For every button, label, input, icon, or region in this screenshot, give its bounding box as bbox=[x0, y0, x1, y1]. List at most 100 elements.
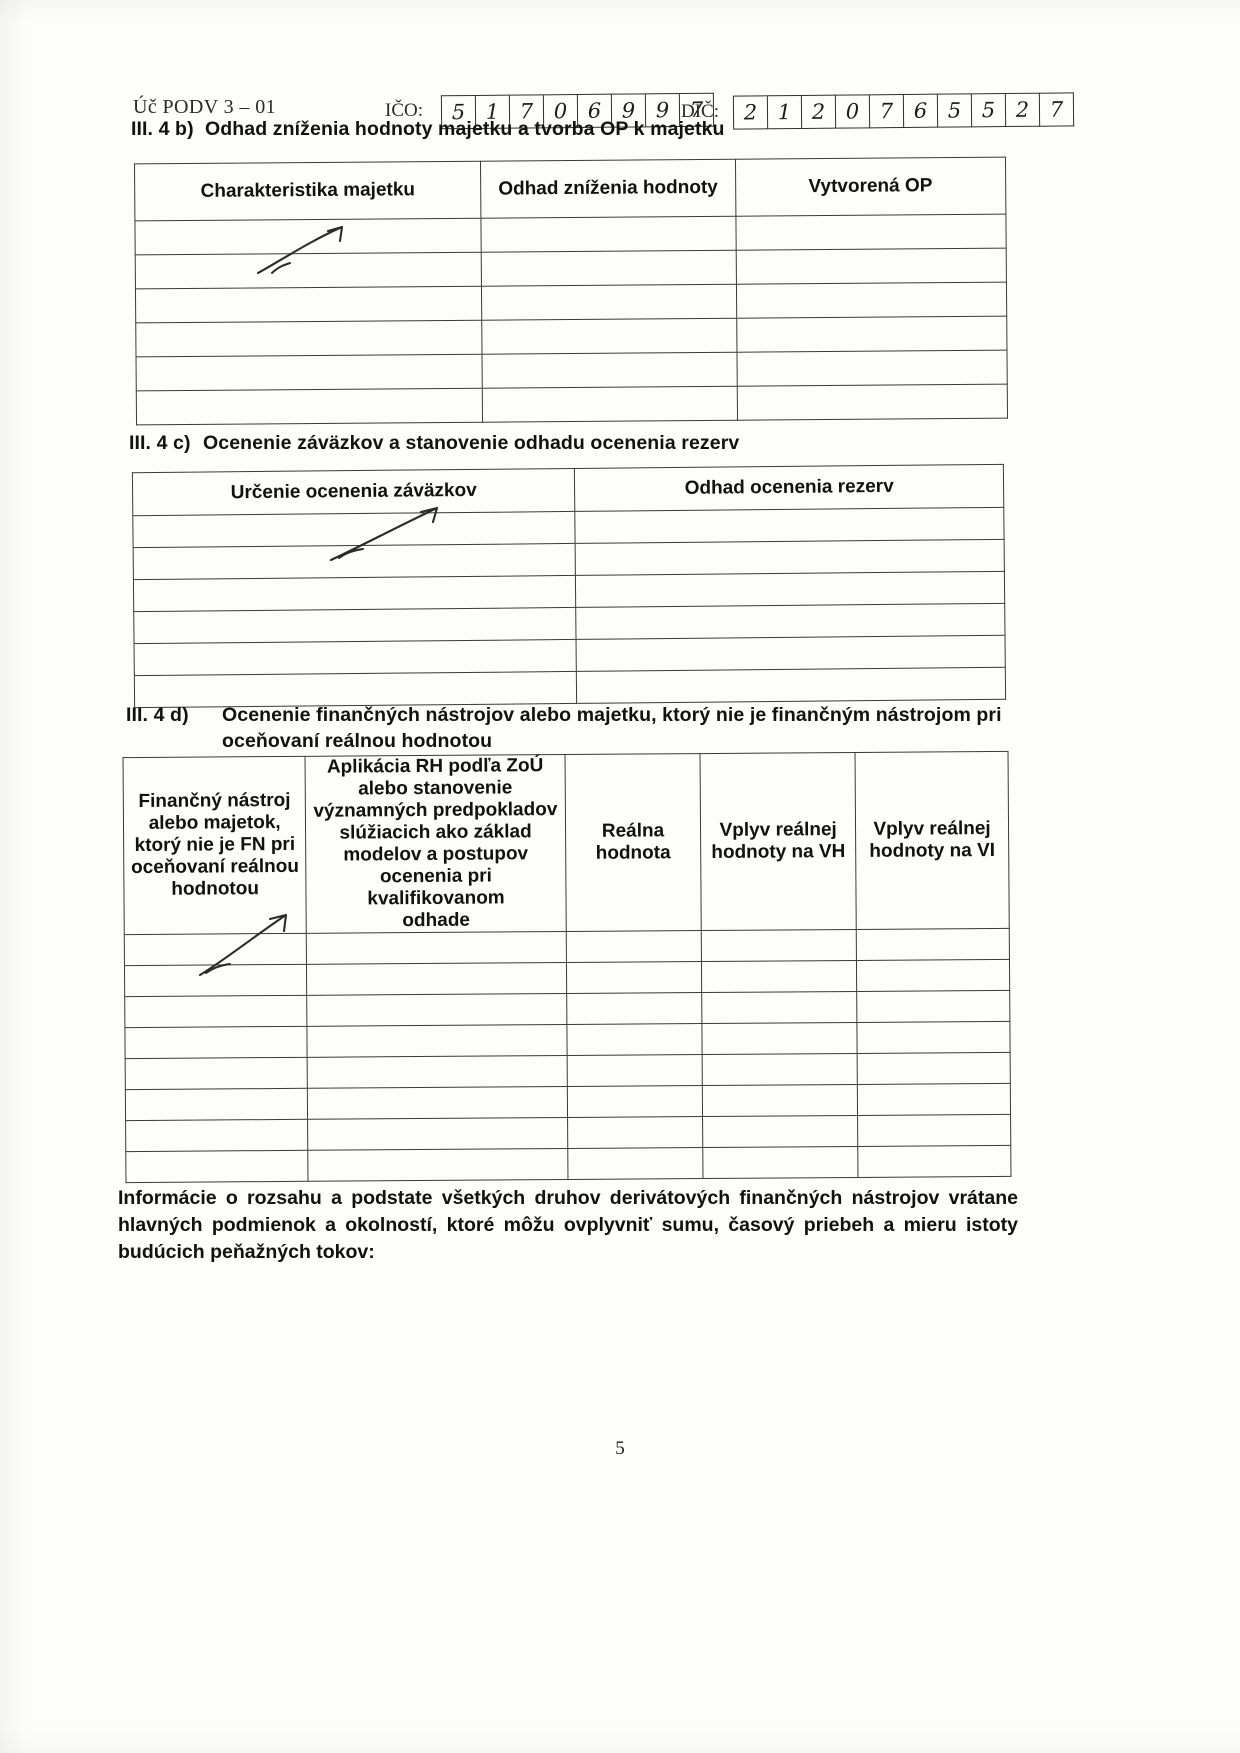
table-d-cell[interactable] bbox=[307, 1024, 567, 1058]
table-d-cell[interactable] bbox=[857, 1083, 1011, 1116]
table-b-cell[interactable] bbox=[736, 282, 1007, 319]
header-lines-col2: Aplikácia RH podľa ZoÚ alebo stanovenie vý… bbox=[313, 755, 558, 932]
table-c-cell[interactable] bbox=[575, 571, 1005, 608]
table-b-cell[interactable] bbox=[135, 286, 482, 323]
table-b-cell[interactable] bbox=[736, 316, 1007, 353]
table-d-cell[interactable] bbox=[306, 962, 567, 996]
table-b-cell[interactable] bbox=[735, 248, 1007, 285]
table-d-cell[interactable] bbox=[856, 990, 1010, 1023]
table-d-cell[interactable] bbox=[566, 1023, 703, 1056]
table-d-cell[interactable] bbox=[856, 1021, 1011, 1054]
table-d-cell[interactable] bbox=[307, 1086, 568, 1120]
table-b-cell[interactable] bbox=[481, 284, 737, 321]
table-d-cell[interactable] bbox=[701, 991, 857, 1024]
table-d-cell[interactable] bbox=[125, 1150, 309, 1183]
table-d-cell[interactable] bbox=[566, 992, 703, 1025]
table-b-cell[interactable] bbox=[482, 352, 737, 389]
header-lines-col3: Reálna hodnota bbox=[595, 820, 671, 864]
table-b-cell[interactable] bbox=[135, 252, 482, 289]
dic-digit-2[interactable]: 1 bbox=[767, 94, 803, 130]
table-d-cell[interactable] bbox=[567, 1116, 704, 1149]
table-c-cell[interactable] bbox=[575, 603, 1005, 640]
table-d-cell[interactable] bbox=[125, 1119, 309, 1152]
table-d-cell[interactable] bbox=[125, 1057, 308, 1090]
table-row bbox=[136, 384, 1008, 425]
dic-digit-1[interactable]: 2 bbox=[732, 95, 769, 130]
table-d-cell[interactable] bbox=[124, 933, 307, 966]
table-c-cell[interactable] bbox=[576, 667, 1006, 704]
table-c-cell[interactable] bbox=[576, 635, 1006, 672]
dic-digit-4[interactable]: 0 bbox=[835, 94, 871, 129]
table-d-cell[interactable] bbox=[857, 1052, 1011, 1085]
table-d-cell[interactable] bbox=[701, 960, 857, 993]
table-d-header-3: Reálna hodnota bbox=[564, 753, 702, 932]
table-b-cell[interactable] bbox=[482, 386, 738, 423]
header-lines-col5: Vplyv reálnej hodnoty na VI bbox=[869, 818, 996, 862]
table-odhad-znizenia-hodnoty: Charakteristika majetku Odhad zníženia h… bbox=[134, 157, 1008, 426]
table-row bbox=[125, 1145, 1011, 1183]
table-d-cell[interactable] bbox=[856, 928, 1010, 961]
dic-digit-6[interactable]: 6 bbox=[903, 93, 939, 128]
table-d-cell[interactable] bbox=[702, 1115, 858, 1148]
table-b-cell[interactable] bbox=[736, 384, 1008, 421]
table-d-cell[interactable] bbox=[701, 929, 857, 962]
table-b-cell[interactable] bbox=[481, 250, 737, 287]
table-c-cell[interactable] bbox=[575, 507, 1005, 544]
table-d-cell[interactable] bbox=[702, 1084, 858, 1117]
table-c-cell[interactable] bbox=[132, 511, 576, 548]
section-number-b: III. 4 b) bbox=[131, 118, 194, 140]
dic-digit-8[interactable]: 5 bbox=[971, 93, 1007, 128]
table-b-cell[interactable] bbox=[134, 218, 482, 255]
table-c-cell[interactable] bbox=[134, 639, 577, 676]
dic-digit-9[interactable]: 2 bbox=[1005, 92, 1041, 128]
table-b-cell[interactable] bbox=[136, 354, 483, 391]
table-d-cell[interactable] bbox=[124, 995, 308, 1028]
table-d-cell[interactable] bbox=[566, 961, 702, 994]
table-d-cell[interactable] bbox=[566, 1085, 703, 1118]
dic-digit-3[interactable]: 2 bbox=[801, 94, 837, 129]
table-b-cell[interactable] bbox=[136, 388, 483, 425]
table-ocenenie-financnych-nastrojov: Finančný nástroj alebo majetok, ktorý nie … bbox=[123, 751, 1012, 1183]
table-d-header-1: Finančný nástroj alebo majetok, ktorý nie … bbox=[123, 756, 307, 935]
table-d-cell[interactable] bbox=[856, 959, 1010, 992]
table-d-cell[interactable] bbox=[125, 1088, 308, 1121]
table-c-cell[interactable] bbox=[133, 543, 576, 580]
ico-label: IČO: bbox=[385, 100, 423, 121]
table-b-cell[interactable] bbox=[481, 318, 737, 355]
table-d-cell[interactable] bbox=[703, 1146, 858, 1179]
table-d-cell[interactable] bbox=[857, 1114, 1011, 1147]
table-c-cell[interactable] bbox=[575, 539, 1005, 576]
table-d-header-4: Vplyv reálnej hodnoty na VH bbox=[700, 752, 857, 931]
table-c-cell[interactable] bbox=[133, 607, 577, 644]
table-d-cell[interactable] bbox=[307, 1117, 568, 1151]
table-d-cell[interactable] bbox=[307, 1055, 567, 1089]
table-b-cell[interactable] bbox=[735, 214, 1007, 251]
table-d-cell[interactable] bbox=[702, 1022, 858, 1055]
table-b-header-3: Vytvorená OP bbox=[735, 157, 1006, 217]
table-d-cell[interactable] bbox=[566, 1054, 703, 1087]
table-header-row: Charakteristika majetku Odhad zníženia h… bbox=[134, 157, 1006, 221]
table-b-cell[interactable] bbox=[135, 320, 483, 357]
table-d-cell[interactable] bbox=[308, 1148, 568, 1182]
table-d-cell[interactable] bbox=[124, 964, 308, 997]
table-b-cell[interactable] bbox=[481, 216, 736, 253]
table-d-cell[interactable] bbox=[702, 1053, 858, 1086]
table-d-cell[interactable] bbox=[857, 1145, 1011, 1178]
section-heading-b: III. 4 b) Odhad zníženia hodnoty majetku … bbox=[131, 118, 725, 141]
table-b-cell[interactable] bbox=[736, 350, 1008, 387]
dic-digit-5[interactable]: 7 bbox=[869, 93, 905, 129]
table-d-cell[interactable] bbox=[306, 931, 567, 965]
table-d-cell[interactable] bbox=[567, 1147, 704, 1180]
table-c-cell[interactable] bbox=[133, 575, 576, 612]
dic-digit-7[interactable]: 5 bbox=[937, 93, 973, 128]
dic-digit-10[interactable]: 7 bbox=[1039, 92, 1075, 127]
table-header-row: Finančný nástroj alebo majetok, ktorý nie … bbox=[123, 751, 1010, 935]
table-c-header-2: Odhad ocenenia rezerv bbox=[574, 464, 1004, 512]
table-d-cell[interactable] bbox=[307, 993, 567, 1027]
table-d-cell[interactable] bbox=[565, 930, 702, 963]
header-lines-col1: Finančný nástroj alebo majetok, ktorý nie … bbox=[130, 789, 299, 900]
derivatives-info-paragraph: Informácie o rozsahu a podstate všetkých… bbox=[118, 1187, 1018, 1263]
table-d-cell[interactable] bbox=[124, 1026, 308, 1059]
